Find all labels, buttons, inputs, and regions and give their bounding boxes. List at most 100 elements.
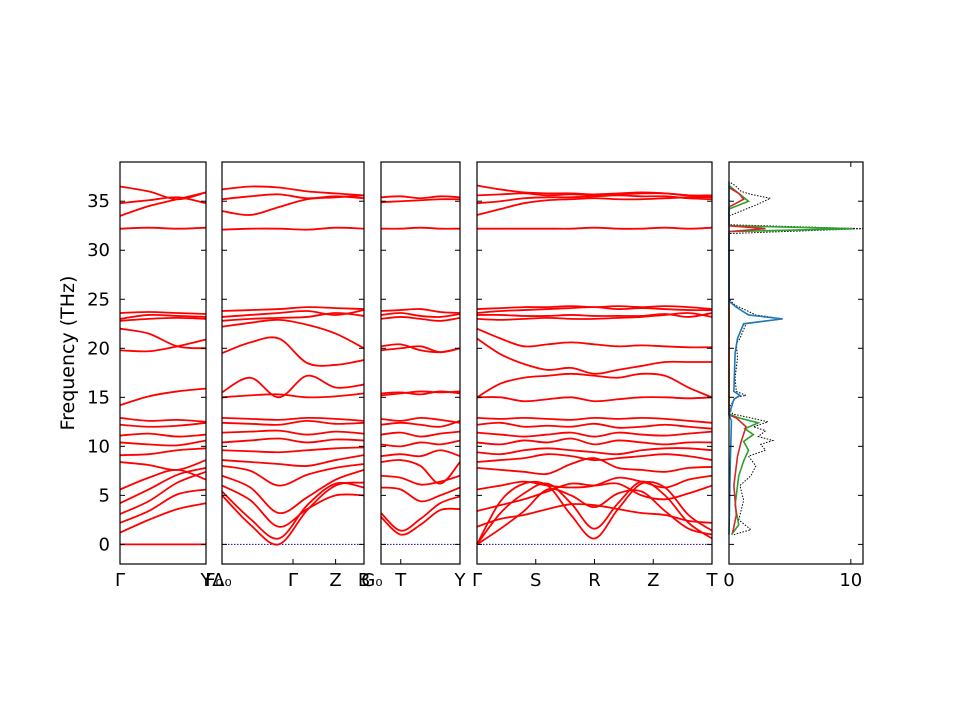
high-symmetry-label: Z bbox=[329, 570, 341, 591]
phonon-band-line bbox=[476, 457, 713, 476]
phonon-band-line bbox=[221, 469, 365, 514]
phonon-band-line bbox=[119, 313, 207, 320]
phonon-band-line bbox=[221, 419, 365, 426]
phonon-band-line bbox=[119, 468, 207, 491]
high-symmetry-label: Γ bbox=[115, 570, 125, 591]
phonon-band-line bbox=[119, 338, 207, 353]
phonon-band-line bbox=[221, 429, 365, 436]
panel-frame bbox=[380, 161, 461, 565]
phonon-band-line bbox=[380, 419, 461, 428]
high-symmetry-label: G₀ bbox=[361, 570, 382, 591]
phonon-band-line bbox=[119, 439, 207, 447]
phonon-band-line bbox=[119, 459, 207, 471]
phonon-band-line bbox=[221, 226, 365, 231]
phonon-band-line bbox=[119, 447, 207, 457]
phonon-band-line bbox=[476, 196, 713, 216]
phonon-band-line bbox=[221, 312, 365, 322]
high-symmetry-label: T bbox=[706, 570, 719, 591]
phonon-band-line bbox=[221, 481, 365, 546]
y-tick-label: 30 bbox=[87, 240, 110, 261]
phonon-band-line bbox=[476, 480, 713, 545]
panel-frame bbox=[476, 161, 713, 565]
high-symmetry-label: Γ bbox=[472, 570, 482, 591]
phonon-band-line bbox=[476, 312, 713, 318]
phonon-band-line bbox=[476, 503, 713, 528]
dos-panel-frame bbox=[728, 161, 864, 565]
phonon-band-line bbox=[221, 193, 365, 201]
phonon-band-line bbox=[221, 336, 365, 367]
phonon-band-line bbox=[221, 446, 365, 454]
y-tick-label: 10 bbox=[87, 436, 110, 457]
high-symmetry-label: T bbox=[394, 570, 407, 591]
phonon-band-line bbox=[221, 318, 365, 350]
phonon-band-line bbox=[380, 495, 461, 532]
high-symmetry-label: Δ₀ bbox=[212, 570, 232, 591]
phonon-band-line bbox=[119, 470, 207, 515]
high-symmetry-label: F₀ bbox=[205, 570, 223, 591]
phonon-band-line bbox=[119, 488, 207, 524]
phonon-band-line bbox=[476, 421, 713, 430]
high-symmetry-label: Γ bbox=[288, 570, 298, 591]
dos-x-tick-label: 10 bbox=[839, 570, 862, 591]
y-tick-label: 25 bbox=[87, 289, 110, 310]
phonon-band-line bbox=[380, 195, 461, 200]
phonon-band-line bbox=[221, 463, 365, 487]
high-symmetry-label: Γ bbox=[288, 570, 298, 591]
phonon-band-line bbox=[476, 447, 713, 456]
high-symmetry-label: R bbox=[588, 570, 601, 591]
panel-frame bbox=[119, 161, 207, 565]
phonon-band-line bbox=[476, 474, 713, 491]
phonon-band-line bbox=[476, 337, 712, 375]
phonon-band-line bbox=[380, 312, 461, 318]
phonon-band-line bbox=[380, 439, 461, 448]
phonon-band-line bbox=[477, 226, 713, 230]
phonon-band-line bbox=[380, 459, 461, 485]
phonon-band-line bbox=[221, 194, 365, 216]
phonon-band-line bbox=[380, 226, 461, 230]
phonon-band-line bbox=[476, 437, 713, 446]
phonon-band-line bbox=[221, 309, 365, 318]
phonon-band-line bbox=[476, 194, 713, 205]
phonon-band-line bbox=[221, 374, 365, 399]
phonon-band-line bbox=[476, 417, 713, 424]
phonon-band-line bbox=[380, 449, 461, 458]
y-tick-label: 15 bbox=[87, 387, 110, 408]
phonon-band-line bbox=[221, 185, 365, 197]
dos-x-tick-label: 0 bbox=[723, 570, 734, 591]
phonon-band-line bbox=[119, 432, 207, 438]
phonon-band-line bbox=[221, 437, 365, 444]
phonon-band-line bbox=[221, 454, 365, 467]
high-symmetry-label: B bbox=[358, 570, 370, 591]
phonon-band-line bbox=[380, 308, 461, 314]
phonon-band-line bbox=[380, 486, 461, 503]
high-symmetry-label: Z bbox=[647, 570, 659, 591]
phonon-band-line bbox=[119, 185, 207, 201]
dos-series-line bbox=[728, 181, 783, 535]
phonon-band-line bbox=[221, 306, 365, 312]
phonon-band-line bbox=[119, 467, 207, 505]
phonon-band-line bbox=[119, 327, 207, 350]
phonon-band-line bbox=[380, 390, 461, 396]
phonon-band-line bbox=[476, 430, 713, 438]
phonon-band-line bbox=[119, 316, 207, 322]
y-tick-label: 5 bbox=[99, 485, 110, 506]
y-tick-label: 20 bbox=[87, 338, 110, 359]
dos-series-line bbox=[728, 184, 854, 536]
phonon-band-line bbox=[476, 396, 713, 403]
y-axis-label: Frequency (THz) bbox=[57, 276, 79, 431]
y-tick-label: 0 bbox=[99, 534, 110, 555]
y-tick-label: 35 bbox=[87, 191, 110, 212]
phonon-band-line bbox=[476, 184, 713, 197]
phonon-band-line bbox=[380, 507, 461, 536]
phonon-band-line bbox=[119, 387, 207, 407]
panel-frame bbox=[221, 161, 365, 565]
phonon-band-line bbox=[119, 226, 207, 230]
phonon-band-line bbox=[221, 484, 365, 528]
phonon-band-line bbox=[380, 417, 461, 424]
high-symmetry-label: Y bbox=[454, 570, 467, 591]
phonon-band-line bbox=[119, 311, 207, 315]
high-symmetry-label: S bbox=[530, 570, 541, 591]
